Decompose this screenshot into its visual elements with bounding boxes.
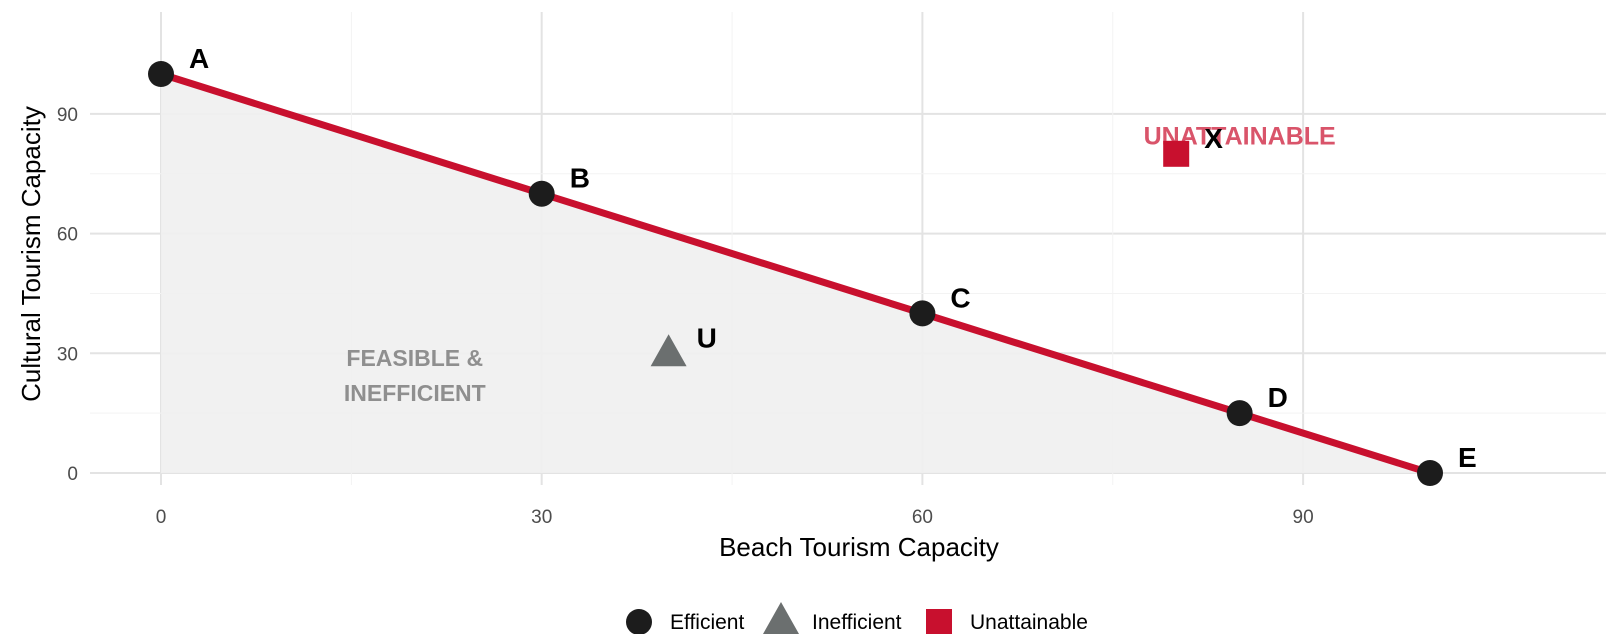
point-label-C: C bbox=[950, 282, 970, 313]
legend-label-1: Inefficient bbox=[812, 611, 902, 634]
legend-key-2 bbox=[926, 609, 952, 634]
x-tick-90: 90 bbox=[1293, 507, 1314, 528]
legend-label-0: Efficient bbox=[670, 611, 744, 634]
legend-key-0 bbox=[626, 609, 652, 634]
x-tick-30: 30 bbox=[531, 507, 552, 528]
y-tick-60: 60 bbox=[57, 225, 78, 246]
point-label-B: B bbox=[570, 163, 590, 194]
annotation-0-line-0: FEASIBLE & bbox=[346, 345, 483, 371]
x-axis-title: Beach Tourism Capacity bbox=[719, 532, 999, 562]
y-axis-title: Cultural Tourism Capacity bbox=[16, 106, 46, 402]
point-label-D: D bbox=[1268, 382, 1288, 413]
point-label-U: U bbox=[697, 322, 717, 353]
points: A B C D E U X bbox=[148, 43, 1477, 486]
point-D bbox=[1226, 400, 1253, 427]
point-U bbox=[650, 334, 687, 367]
legend-key-1 bbox=[763, 602, 799, 634]
y-tick-90: 90 bbox=[57, 105, 78, 126]
x-tick-60: 60 bbox=[912, 507, 933, 528]
annotation-0-line-1: INEFFICIENT bbox=[344, 380, 486, 406]
point-E bbox=[1417, 460, 1443, 486]
point-label-A: A bbox=[189, 43, 209, 74]
point-C bbox=[909, 300, 936, 327]
y-tick-30: 30 bbox=[57, 344, 78, 365]
point-X bbox=[1163, 140, 1190, 167]
point-A bbox=[148, 61, 174, 87]
point-label-X: X bbox=[1204, 123, 1223, 154]
point-B bbox=[528, 180, 555, 207]
point-label-E: E bbox=[1458, 442, 1477, 473]
x-tick-0: 0 bbox=[156, 507, 167, 528]
tick-labels: 0 30 60 90 0 30 60 90 bbox=[57, 105, 1314, 528]
legend: Efficient Inefficient Unattainable bbox=[626, 602, 1088, 634]
y-tick-0: 0 bbox=[67, 464, 78, 485]
legend-label-2: Unattainable bbox=[970, 611, 1088, 634]
